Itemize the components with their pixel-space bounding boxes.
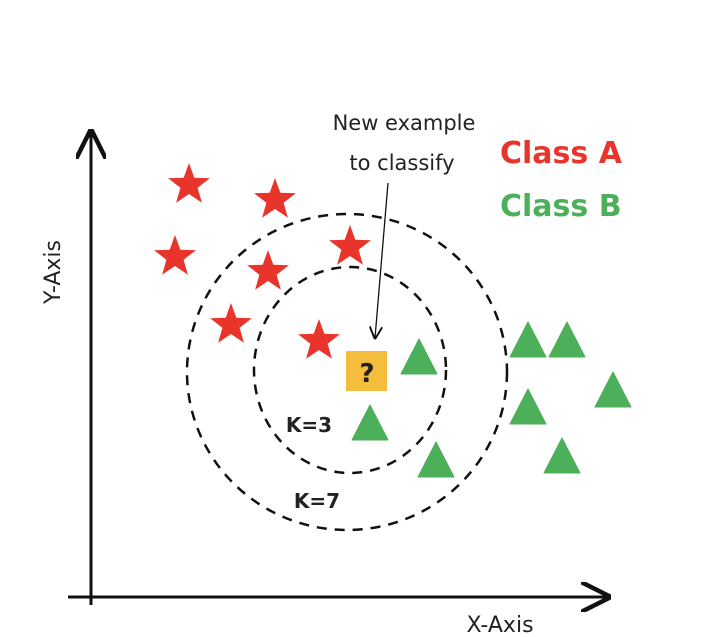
annotation-arrow <box>375 182 389 338</box>
class-a-star <box>210 303 252 343</box>
class-b-triangle <box>509 321 547 358</box>
class-b-triangle <box>417 441 455 478</box>
class-b-triangle <box>351 404 389 441</box>
y-axis-label: Y-Axis <box>41 240 66 305</box>
class-a-star <box>298 319 340 359</box>
x-axis-label: X-Axis <box>466 613 533 637</box>
class-b-triangle <box>509 388 547 425</box>
class-a-star <box>168 163 210 203</box>
k3-label: K=3 <box>286 413 332 437</box>
query-point-box <box>346 351 387 391</box>
k7-label: K=7 <box>294 489 340 513</box>
annotation-line-1: New example <box>333 111 476 135</box>
class-b-triangle <box>400 338 438 375</box>
legend-class-b: Class B <box>500 189 622 224</box>
k7-neighborhood-circle <box>185 212 509 532</box>
class-b-triangle <box>548 321 586 358</box>
query-point-symbol: ? <box>359 359 374 389</box>
annotation-line-2: to classify <box>349 151 454 175</box>
class-a-star <box>254 178 296 218</box>
class-b-triangle <box>543 437 581 474</box>
class-a-star <box>154 235 196 275</box>
k3-neighborhood-circle <box>252 265 448 475</box>
class-a-star <box>247 250 289 290</box>
class-a-star <box>329 225 371 265</box>
class-b-triangle <box>594 371 632 408</box>
legend-class-a: Class A <box>500 136 623 171</box>
